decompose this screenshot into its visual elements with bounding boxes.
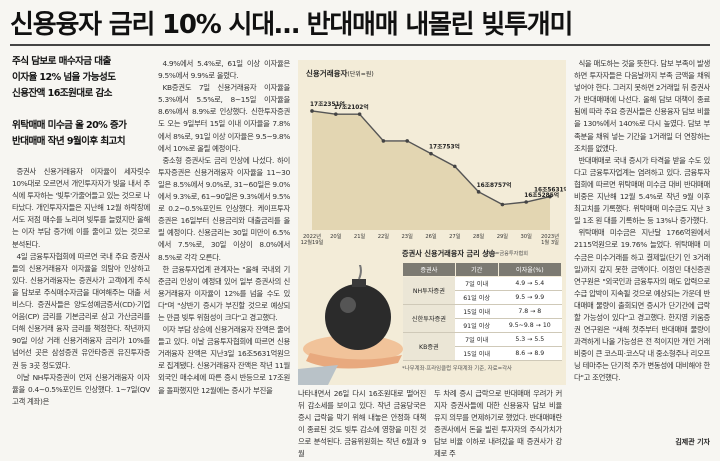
rate-table-grid: 증권사 기간 이자율(%) NH투자증권 7일 이내 4.9 → 5.4 61일… xyxy=(402,262,563,361)
chart-x-tick: 30일 xyxy=(521,232,533,240)
body-paragraph: 중소형 증권사도 금리 인상에 나섰다. 하이투자증권은 신용거래융자 이자율을… xyxy=(158,155,290,262)
table-cell-rate: 7.8 → 8 xyxy=(498,304,562,319)
subhead-group-2: 위탁매매 미수금 올 20% 증가 반대매매 작년 9월이후 최고치 xyxy=(12,118,150,150)
chart-point xyxy=(405,139,409,143)
body-paragraph: 위탁매매 미수금은 지난달 1766억원에서 2115억원으로 19.76% 늘… xyxy=(574,228,710,383)
chart-point xyxy=(453,164,457,169)
table-cell-period: 7일 이내 xyxy=(455,332,499,347)
table-cell-rate: 5.3 → 5.5 xyxy=(498,332,562,347)
body-paragraph: 4.9%에서 5.4%로, 61일 이상 이자율은 9.5%에서 9.9%로 올… xyxy=(158,59,290,81)
table-cell-corp: KB증권 xyxy=(402,332,456,361)
chart-x-tick: 23일 xyxy=(402,232,414,240)
body-paragraph: 반대매매로 국내 증시가 타격을 받을 수도 있다고 금융투자업계는 염려하고 … xyxy=(574,155,710,226)
subhead-group-1: 주식 담보로 매수자금 대출 이자율 12% 넘을 가능성도 신용잔액 16조원… xyxy=(12,54,150,102)
chart-point xyxy=(500,202,505,207)
bomb-hand-icon xyxy=(298,258,403,385)
subhead: 반대매매 작년 9월이후 최고치 xyxy=(12,136,126,147)
body-paragraph: 식을 매도하는 것을 뜻한다. 담보 부족이 발생하면 투자자들은 다음날까지 … xyxy=(574,59,710,153)
column-2: 4.9%에서 5.4%로, 61일 이상 이자율은 9.5%에서 9.9%로 올… xyxy=(158,58,290,448)
body-paragraph: 이자 부담 상승에 신용거래융자 잔액은 줄어들고 있다. 이날 금융투자협회에… xyxy=(158,325,290,395)
chart-x-tick: 26일 xyxy=(425,232,437,240)
column-1: 주식 담보로 매수자금 대출 이자율 12% 넘을 가능성도 신용잔액 16조원… xyxy=(12,54,150,449)
table-cell-rate: 9.5 → 9.9 xyxy=(498,290,562,305)
column-4: 식을 매도하는 것을 뜻한다. 담보 부족이 발생하면 투자자들은 다음날까지 … xyxy=(574,58,710,428)
subhead: 위탁매매 미수금 올 20% 증가 xyxy=(12,120,127,131)
table-cell-rate: 8.6 → 8.9 xyxy=(498,346,562,361)
chart-point xyxy=(429,151,433,156)
chart-x-tick: 2023년 1월 3일 xyxy=(541,232,559,246)
body-paragraph: 이날 NH투자증권이 먼저 신용거래융자 이자율을 0.4~0.5%포인트 인상… xyxy=(12,372,150,406)
rate-table: 증권사 신용거래융자 금리 상승 증권사 기간 이자율(%) NH투자증권 7일… xyxy=(402,249,563,372)
table-cell-rate: 9.5~9.8 → 10 xyxy=(498,318,562,333)
chart-x-tick: 29일 xyxy=(497,232,509,240)
chart-source: *자료=금융투자협회 xyxy=(483,249,528,257)
subhead: 신용잔액 16조원대로 감소 xyxy=(12,88,113,99)
body-paragraph: 4일 금융투자협회에 따르면 국내 주요 증권사들의 신용거래융자 이자율을 의… xyxy=(12,251,150,370)
table-cell-corp: NH투자증권 xyxy=(402,276,456,305)
chart-x-tick: 28일 xyxy=(473,232,485,240)
table-cell-period: 7일 이내 xyxy=(455,276,499,291)
line-chart: 신용거래융자(단위=원) 17조2351억 17조2102억 17조753억 16조8… xyxy=(298,60,566,265)
chart-data-label: 16조5631억 xyxy=(534,186,566,194)
table-cell-period: 91일 이상 xyxy=(455,318,499,333)
chart-point xyxy=(524,200,528,204)
chart-data-label: 17조2102억 xyxy=(334,103,369,111)
chart-x-tick: 20일 xyxy=(330,232,342,240)
table-row: 61일 이상 9.5 → 9.9 xyxy=(403,290,562,305)
body-paragraph: 한 금융투자업계 관계자는 "올해 국내외 기준금리 인상이 예정돼 있어 일부… xyxy=(158,264,290,322)
body-paragraph: 증권사 신용거래융자 이자율이 세자릿수 10%대로 오르면서 개인투자자가 빚… xyxy=(12,167,150,249)
chart-data-label: 16조5285억 xyxy=(524,191,559,199)
table-cell-rate: 4.9 → 5.4 xyxy=(498,276,562,291)
chart-data-label: 16조8757억 xyxy=(477,181,512,189)
headline: 신용융자 금리 10% 시대… 반대매매 내몰린 빚투개미 xyxy=(10,10,573,40)
chart-point xyxy=(357,112,362,116)
chart-x-tick: 22일 xyxy=(378,232,390,240)
chart-data-label: 17조2351억 xyxy=(310,100,345,108)
table-header: 이자율(%) xyxy=(497,262,563,277)
byline: 김제관 기자 xyxy=(675,438,710,446)
chart-title-unit: (단위=원) xyxy=(347,71,374,78)
table-header: 기간 xyxy=(454,262,499,277)
table-row: NH투자증권 7일 이내 4.9 → 5.4 xyxy=(402,276,562,305)
body-paragraph: KB증권도 7일 신용거래융자 이자율을 5.3%에서 5.5%로, 8~15일… xyxy=(158,83,290,153)
table-row: KB증권 7일 이내 5.3 → 5.5 xyxy=(402,332,562,361)
chart-point xyxy=(334,112,338,116)
chart-area xyxy=(312,110,550,230)
chart-title-text: 신용거래융자 xyxy=(306,69,348,78)
table-row: 신한투자증권 15일 이내 7.8 → 8 xyxy=(402,304,562,333)
table-cell-period: 15일 이내 xyxy=(455,304,499,319)
chart-point xyxy=(476,190,481,194)
chart-point xyxy=(381,139,386,143)
table-cell-period: 15일 이내 xyxy=(455,346,499,361)
chart-x-tick: 21일 xyxy=(354,232,366,240)
table-title: 증권사 신용거래융자 금리 상승 xyxy=(402,249,496,258)
table-cell-period: 61일 이상 xyxy=(455,290,499,305)
chart-x-tick: 27일 xyxy=(449,232,461,240)
subhead: 이자율 12% 넘을 가능성도 xyxy=(12,72,116,83)
chart-point xyxy=(548,194,552,199)
body-paragraph: 나타내면서 26일 다시 16조원대로 떨어진 뒤 감소세를 보이고 있다. 작… xyxy=(298,389,426,459)
headline-rule xyxy=(10,44,710,46)
table-note: *나무계좌·프라임클럽 우대계좌 기준, 자료=각사 xyxy=(402,366,513,372)
table-row: 15일 이내 8.6 → 8.9 xyxy=(403,346,562,361)
table-cell-corp: 신한투자증권 xyxy=(402,304,456,333)
chart-point xyxy=(310,109,314,113)
chart-title: 신용거래융자(단위=원) xyxy=(306,68,374,79)
body-paragraph: 두 차례 증시 급락으로 반대매매 우려가 커지자 증권사들에 대한 신용융자 … xyxy=(434,389,562,459)
subhead: 주식 담보로 매수자금 대출 xyxy=(12,56,111,67)
table-header: 증권사 xyxy=(402,262,456,277)
chart-data-label: 17조753억 xyxy=(429,143,460,151)
chart-x-tick: 2022년 12월19일 xyxy=(301,232,324,246)
table-row: 91일 이상 9.5~9.8 → 10 xyxy=(403,318,562,333)
